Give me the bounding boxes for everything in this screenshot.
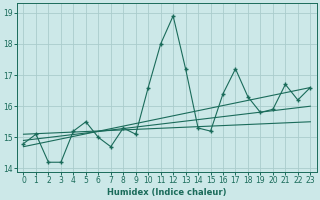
X-axis label: Humidex (Indice chaleur): Humidex (Indice chaleur) xyxy=(107,188,227,197)
